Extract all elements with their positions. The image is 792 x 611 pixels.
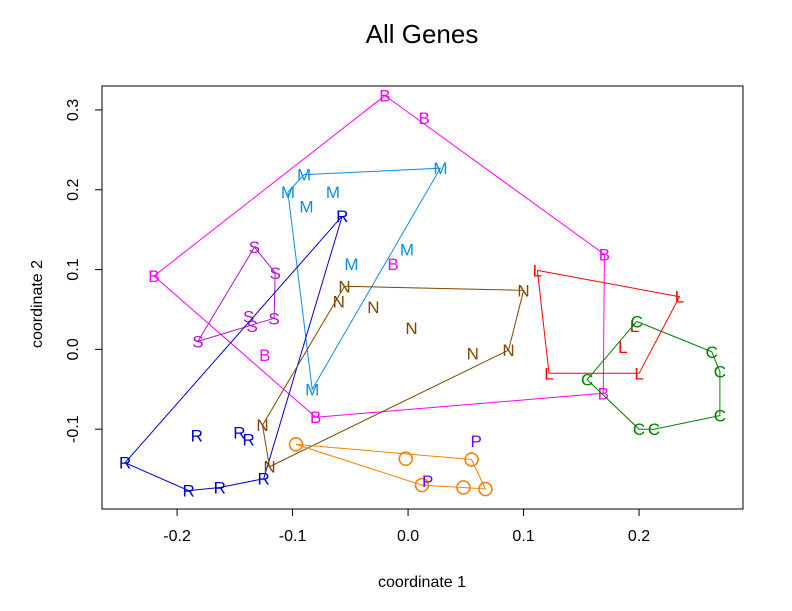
x-tick-label: 0.2 <box>628 528 650 545</box>
point-B: B <box>259 346 270 365</box>
point-L: L <box>533 261 542 280</box>
axis-ticks: -0.2 -0.1 0.0 0.1 0.2 -0.1 0.0 0.1 0.2 0.3 <box>65 99 650 545</box>
point-S: S <box>268 309 279 328</box>
hull-line-R <box>124 215 343 492</box>
chart-title: All Genes <box>366 19 479 49</box>
hull-line-L <box>536 269 681 374</box>
point-M: M <box>326 183 340 202</box>
point-L: L <box>544 364 553 383</box>
point-R: R <box>243 431 255 450</box>
y-tick-label: 0.2 <box>65 179 82 201</box>
x-axis-label: coordinate 1 <box>378 574 466 591</box>
series-S: SSS SSS <box>192 238 281 351</box>
point-O <box>288 437 304 452</box>
point-P: P <box>422 472 433 491</box>
point-O <box>398 451 414 467</box>
series-O <box>288 437 493 497</box>
point-C: C <box>633 420 645 439</box>
point-R: R <box>336 207 348 226</box>
point-S: S <box>270 264 281 283</box>
point-S: S <box>246 317 257 336</box>
point-O <box>478 481 493 497</box>
point-N: N <box>333 292 345 311</box>
point-N: N <box>405 319 417 338</box>
point-M: M <box>305 380 319 399</box>
point-C: C <box>648 420 660 439</box>
point-M: M <box>344 255 358 274</box>
point-N: N <box>338 277 350 296</box>
point-B: B <box>598 384 609 403</box>
point-N: N <box>256 416 268 435</box>
hull-line-B <box>153 95 605 418</box>
x-tick-label: -0.1 <box>279 528 307 545</box>
point-O <box>456 480 471 495</box>
x-tick-label: -0.2 <box>163 528 191 545</box>
point-O <box>414 477 430 493</box>
hull-line-S <box>196 246 276 343</box>
point-R: R <box>214 478 226 497</box>
point-C: C <box>631 312 643 331</box>
point-R: R <box>191 427 203 446</box>
point-M: M <box>433 159 447 178</box>
point-B: B <box>148 267 159 286</box>
point-N: N <box>367 298 379 317</box>
series-P: PP <box>422 432 482 491</box>
y-axis-label: coordinate 2 <box>29 260 46 348</box>
y-tick-label: 0.0 <box>65 338 82 360</box>
point-C: C <box>714 407 726 426</box>
point-L: L <box>634 364 643 383</box>
hull-line-M <box>287 167 442 391</box>
point-R: R <box>119 454 131 473</box>
point-M: M <box>297 166 311 185</box>
hull-line-C <box>586 320 721 430</box>
point-C: C <box>706 343 718 362</box>
point-B: B <box>379 87 390 106</box>
point-M: M <box>281 183 295 202</box>
point-L: L <box>618 338 627 357</box>
point-L: L <box>630 317 639 336</box>
point-B: B <box>599 245 610 264</box>
point-N: N <box>517 281 529 300</box>
point-S: S <box>249 238 260 257</box>
hull-line-N <box>261 285 525 468</box>
point-B: B <box>419 109 430 128</box>
series-R: RRR RRR R R <box>119 207 348 501</box>
point-M: M <box>299 198 313 217</box>
point-R: R <box>182 482 194 501</box>
point-R: R <box>233 423 245 442</box>
point-O <box>464 452 479 467</box>
point-B: B <box>387 255 398 274</box>
y-tick-label: -0.1 <box>65 415 82 443</box>
plot-frame <box>101 85 744 510</box>
x-tick-label: 0.1 <box>512 528 534 545</box>
hull-line-O <box>295 443 487 490</box>
point-P: P <box>471 432 482 451</box>
point-C: C <box>581 371 593 390</box>
point-N: N <box>467 344 479 363</box>
series-N: N NN NNN NNN <box>256 277 529 476</box>
series-B: B B B B B B B B <box>148 87 610 428</box>
point-B: B <box>310 408 321 427</box>
point-L: L <box>675 288 684 307</box>
point-R: R <box>258 470 270 489</box>
point-S: S <box>243 308 254 327</box>
y-tick-label: 0.1 <box>65 258 82 280</box>
point-M: M <box>400 241 414 260</box>
point-S: S <box>192 332 203 351</box>
point-N: N <box>263 458 275 477</box>
point-C: C <box>714 363 726 382</box>
x-tick-label: 0.0 <box>397 528 419 545</box>
y-tick-label: 0.3 <box>65 99 82 121</box>
point-N: N <box>502 341 514 360</box>
